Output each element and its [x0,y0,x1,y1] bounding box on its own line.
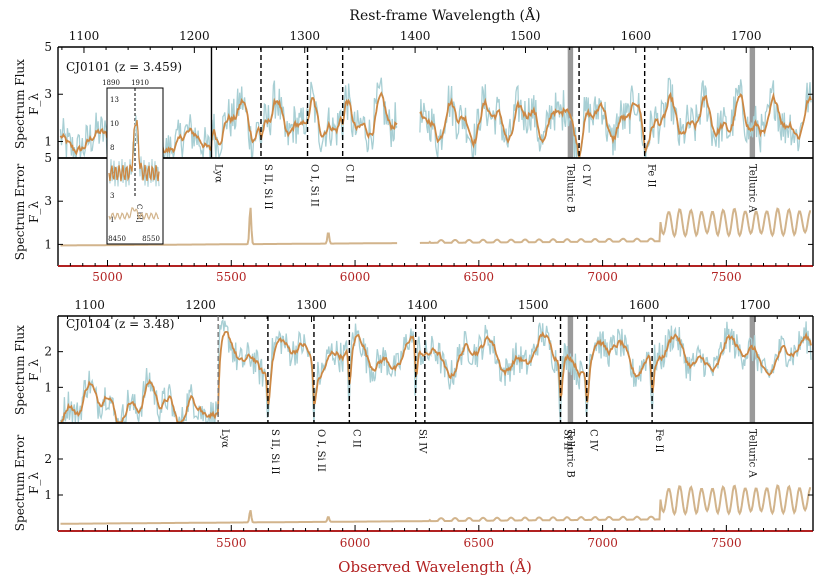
rest-tick-label: 1600 [629,298,660,312]
cj0101-error-ylabel: Spectrum Error [13,164,27,261]
rest-tick-label: 1400 [407,298,438,312]
telluric-label: Telluric A [746,164,757,213]
observed-tick-label: 7000 [587,536,618,550]
line-label: Lyα [212,164,223,183]
rest-tick-label: 1500 [518,298,549,312]
telluric-band [567,316,574,423]
observed-tick-label: 7500 [711,270,742,284]
rest-tick-label: 1100 [74,298,105,312]
line-label: S II, Si II [262,164,273,209]
telluric-label: Telluric A [746,429,757,478]
y-tick-label: 1 [44,488,52,502]
rest-tick-label: 1700 [731,29,762,43]
rest-tick-label: 1200 [179,29,210,43]
cj0101-flux-ylabel-sub: F_λ [27,93,41,115]
telluric-label: Telluric B [564,429,575,478]
rest-tick-label: 1300 [296,298,327,312]
telluric-band [567,47,574,158]
rest-tick-label: 1100 [69,29,100,43]
cj0104-error-ylabel-sub: F_λ [27,472,41,494]
line-label: C II [350,429,361,448]
inset-smoothed-series [108,119,160,182]
line-label: S II, Si II [269,429,280,474]
rest-tick-label: 1200 [185,298,216,312]
y-tick-label: 3 [44,194,52,208]
inset-line-label: C III] [135,204,143,223]
error-series [60,484,812,525]
observed-tick-label: 6500 [464,536,495,550]
inset-y-tick: 13 [110,96,119,104]
observed-tick-label: 6000 [340,536,371,550]
rest-tick-label: 1600 [621,29,652,43]
cj0104-flux-ylabel-sub: F_λ [27,359,41,381]
line-label: O I, Si II [309,164,320,207]
inset-top-tick: 1890 [102,79,120,87]
flux-smoothed-series [60,331,812,423]
rest-tick-label: 1500 [510,29,541,43]
line-label: Si IV [417,429,428,454]
line-label: C IV [580,164,591,187]
cj0104-label: CJ0104 (z = 3.48) [66,317,174,331]
inset-y-tick: 1 [110,216,114,224]
line-label: Fe II [653,429,664,452]
telluric-label: Telluric B [564,164,575,213]
y-tick-label: 1 [44,237,52,251]
flux-raw-series [59,318,812,423]
cj0101-label: CJ0101 (z = 3.459) [66,60,182,74]
cj0104-flux-ylabel: Spectrum Flux [13,325,27,415]
y-tick-label: 2 [44,452,52,466]
line-label: C II [344,164,355,183]
line-label: Lyα [219,429,230,448]
inset-top-tick: 1910 [131,79,149,87]
cj0101-flux-ylabel: Spectrum Flux [13,59,27,149]
telluric-band [749,47,756,158]
cj0104-error-panel: 1 2 5500 6000 6500 7000 7500 Lyα S II, Si II O I,… [44,422,814,550]
observed-tick-label: 7000 [587,270,618,284]
inset-y-tick: 8 [110,144,114,152]
y-tick-label: 1 [44,380,52,394]
y-tick-label: 1 [44,134,52,148]
line-label: Si II [562,429,573,450]
observed-tick-label: 6500 [464,270,495,284]
observed-tick-label: 5000 [92,270,123,284]
inset-raw-series [108,115,160,187]
rest-tick-label: 1400 [400,29,431,43]
y-tick-label: 5 [44,151,52,165]
inset-y-tick: 3 [110,192,114,200]
line-label: O I, Si II [315,429,326,472]
y-tick-label: 5 [44,40,52,54]
rest-frame-axis-title: Rest-frame Wavelength (Å) [349,6,540,24]
cj0101-error-panel: 1 3 5 5000 5500 6000 6500 7000 7500 Lyα S II, Si I… [44,151,814,284]
line-label: Fe II [646,164,657,187]
inset-bottom-tick: 8450 [108,235,126,243]
y-tick-label: 2 [44,345,52,359]
observed-tick-label: 7500 [711,536,742,550]
rest-tick-label: 1700 [740,298,771,312]
rest-tick-label: 1300 [289,29,320,43]
observed-tick-label: 5500 [216,270,247,284]
cj0101-error-ylabel-sub: F_λ [27,201,41,223]
cj0104-error-ylabel: Spectrum Error [13,435,27,532]
telluric-band [749,316,756,423]
error-series [60,207,812,247]
observed-axis-title: Observed Wavelength (Å) [338,558,532,576]
inset-bottom-tick: 8550 [142,235,160,243]
y-tick-label: 3 [44,87,52,101]
observed-tick-label: 6000 [340,270,371,284]
observed-tick-label: 5500 [216,536,247,550]
inset-error-series [108,207,160,221]
line-label: C IV [588,429,599,452]
inset-y-tick: 10 [110,120,119,128]
